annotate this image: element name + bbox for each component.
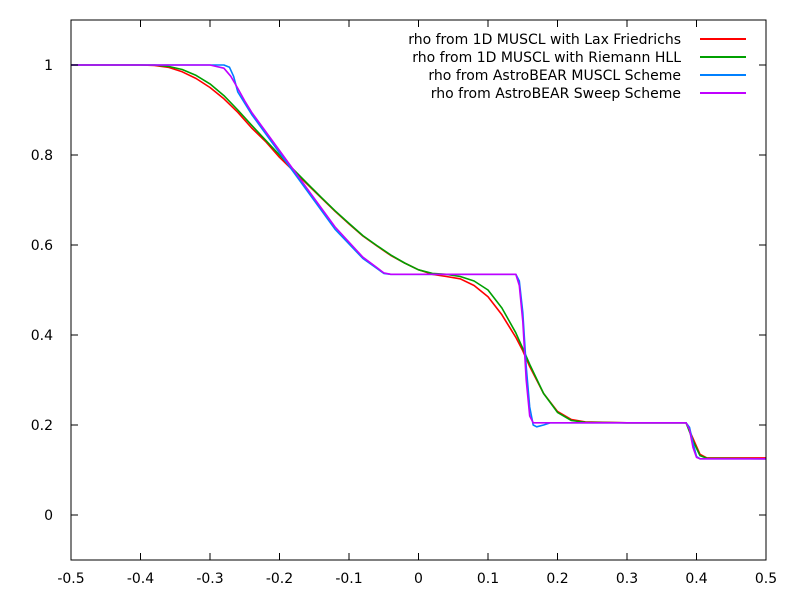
series-line <box>71 64 766 460</box>
y-tick-label: 0.8 <box>31 148 53 164</box>
plot-lines <box>71 64 767 460</box>
x-tick-label: 0.3 <box>616 571 638 587</box>
legend-label: rho from AstroBEAR Sweep Scheme <box>431 86 681 102</box>
legend: rho from 1D MUSCL with Lax Friedrichs rho… <box>408 32 746 102</box>
legend-label: rho from 1D MUSCL with Lax Friedrichs <box>408 32 681 48</box>
x-tick-label: -0.2 <box>266 571 293 587</box>
legend-label: rho from 1D MUSCL with Riemann HLL <box>412 50 681 66</box>
x-tick-label: -0.1 <box>335 571 362 587</box>
x-tick-label: -0.5 <box>57 571 84 587</box>
x-tick-label: 0.5 <box>755 571 777 587</box>
legend-label: rho from AstroBEAR MUSCL Scheme <box>428 68 681 84</box>
y-tick-label: 0.2 <box>31 418 53 434</box>
axes: -0.5 -0.4 -0.3 -0.2 -0.1 0 0.1 0.2 0.3 0.4 0.5 0 0.2… <box>31 20 777 587</box>
y-tick-label: 0.4 <box>31 328 53 344</box>
series-line <box>71 64 766 460</box>
x-tick-label: 0.2 <box>546 571 568 587</box>
series-line <box>71 64 767 460</box>
x-tick-label: -0.3 <box>196 571 223 587</box>
y-tick-label: 0 <box>44 508 53 524</box>
x-tick-label: 0.1 <box>477 571 499 587</box>
y-tick-label: 1 <box>44 58 53 74</box>
x-tick-label: 0 <box>414 571 423 587</box>
x-tick-label: -0.4 <box>127 571 154 587</box>
x-tick-label: 0.4 <box>685 571 707 587</box>
y-tick-label: 0.6 <box>31 238 53 254</box>
series-line <box>71 64 766 459</box>
